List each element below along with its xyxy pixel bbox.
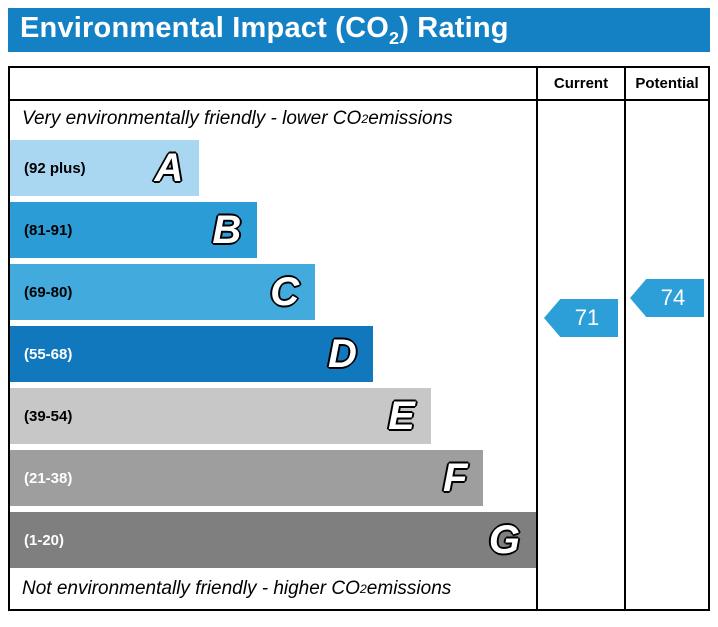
band-letter: A: [153, 146, 184, 190]
bottom-note-suffix: emissions: [366, 578, 452, 599]
band-row-d: (55-68) D: [10, 323, 536, 385]
epc-co2-rating-chart: Environmental Impact (CO2) Rating Curren…: [8, 8, 710, 611]
band-range-label: (39-54): [24, 407, 73, 425]
band-row-c: (69-80) C: [10, 261, 536, 323]
band-letter: B: [211, 208, 242, 252]
band-row-b: (81-91) B: [10, 199, 536, 261]
rating-table: Current Potential Very environmentally f…: [8, 66, 710, 611]
band-range-label: (81-91): [24, 221, 73, 239]
current-column: 71: [536, 101, 624, 609]
current-rating-value: 71: [574, 305, 600, 330]
chart-title-prefix: Environmental Impact (CO: [20, 11, 389, 44]
band-bar-b: (81-91) B: [10, 202, 258, 258]
band-bar-c: (69-80) C: [10, 264, 316, 320]
potential-rating-arrow: 74: [630, 279, 704, 317]
chart-title: Environmental Impact (CO2) Rating: [20, 12, 509, 49]
band-range-label: (21-38): [24, 469, 73, 487]
potential-column-header: Potential: [624, 68, 708, 101]
band-letter: C: [269, 270, 300, 314]
band-range-label: (1-20): [24, 531, 65, 549]
bands-column: Very environmentally friendly - lower CO…: [10, 101, 536, 609]
top-note: Very environmentally friendly - lower CO…: [10, 101, 536, 137]
band-bar-g: (1-20) G: [10, 512, 536, 568]
chart-title-suffix: ) Rating: [399, 11, 509, 44]
top-note-subscript: 2: [361, 112, 369, 126]
band-row-e: (39-54) E: [10, 385, 536, 447]
band-letter: E: [387, 394, 416, 438]
chart-title-subscript: 2: [388, 27, 400, 48]
band-bar-a: (92 plus) A: [10, 140, 200, 196]
band-row-f: (21-38) F: [10, 447, 536, 509]
potential-rating-value: 74: [660, 285, 686, 310]
band-row-g: (1-20) G: [10, 509, 536, 571]
chart-column-header: [10, 68, 536, 101]
chart-title-bar: Environmental Impact (CO2) Rating: [8, 8, 710, 52]
band-bar-e: (39-54) E: [10, 388, 431, 444]
band-range-label: (69-80): [24, 283, 73, 301]
band-bar-f: (21-38) F: [10, 450, 484, 506]
bottom-note-subscript: 2: [359, 582, 367, 596]
band-row-a: (92 plus) A: [10, 137, 536, 199]
bottom-note: Not environmentally friendly - higher CO…: [10, 571, 536, 607]
top-note-text: Very environmentally friendly - lower CO: [22, 108, 362, 129]
band-letter: F: [442, 456, 468, 500]
bottom-note-text: Not environmentally friendly - higher CO: [22, 578, 360, 599]
band-letter: G: [488, 518, 521, 562]
potential-column: 74: [624, 101, 708, 609]
current-column-header: Current: [536, 68, 624, 101]
band-range-label: (55-68): [24, 345, 73, 363]
top-note-suffix: emissions: [368, 108, 453, 129]
band-letter: D: [327, 332, 358, 376]
band-range-label: (92 plus): [24, 159, 86, 177]
current-rating-arrow: 71: [544, 299, 618, 337]
band-bar-d: (55-68) D: [10, 326, 373, 382]
